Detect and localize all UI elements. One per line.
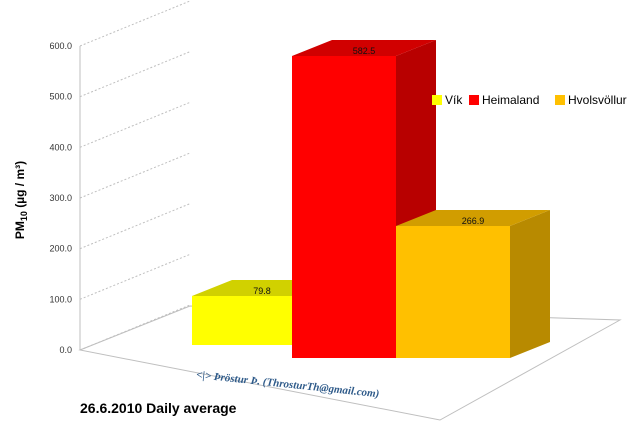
data-labels: 79.8 582.5 266.9 <box>253 46 484 296</box>
y-axis-label: PM10 (µg / m³) <box>13 161 29 239</box>
bars <box>192 40 550 358</box>
gridline <box>79 101 191 148</box>
legend-label: Heimaland <box>482 93 539 107</box>
y-tick-label: 0.0 <box>59 345 72 355</box>
legend: Vík Heimaland Hvolsvöllur <box>432 93 627 107</box>
data-label: 582.5 <box>353 46 376 56</box>
y-tick-label: 600.0 <box>49 41 72 51</box>
legend-swatch-Vík <box>432 95 442 105</box>
y-tick-label: 100.0 <box>49 294 72 304</box>
gridline <box>79 0 191 47</box>
gridline <box>79 152 191 199</box>
chart-footer-note: 26.6.2010 Daily average <box>80 400 237 416</box>
y-axis-ticks: 0.0 100.0 200.0 300.0 400.0 500.0 600.0 <box>49 41 72 355</box>
legend-swatch-Hvolsvöllur <box>555 95 565 105</box>
y-tick-label: 400.0 <box>49 142 72 152</box>
data-label: 79.8 <box>253 286 271 296</box>
legend-label: Vík <box>445 93 463 107</box>
bar-top-face <box>396 210 550 226</box>
gridline <box>79 203 191 250</box>
gridline <box>79 51 191 98</box>
bar-front-face <box>396 226 510 358</box>
y-tick-label: 500.0 <box>49 92 72 102</box>
floor-outline <box>78 305 622 421</box>
data-label: 266.9 <box>462 216 485 226</box>
bar-side-face <box>510 210 550 358</box>
credit-watermark: <|> Þröstur Þ. (ThrosturTh@gmail.com) <box>196 369 380 400</box>
y-tick-label: 200.0 <box>49 244 72 254</box>
gridline <box>79 253 191 300</box>
bar-front-face <box>292 56 396 358</box>
bar-front-face <box>192 296 292 345</box>
bar-Hvolsvöllur <box>396 210 550 358</box>
legend-label: Hvolsvöllur <box>568 93 627 107</box>
gridlines <box>79 0 191 351</box>
bar-top-face <box>292 40 436 56</box>
y-tick-label: 300.0 <box>49 193 72 203</box>
legend-swatch-Heimaland <box>469 95 479 105</box>
